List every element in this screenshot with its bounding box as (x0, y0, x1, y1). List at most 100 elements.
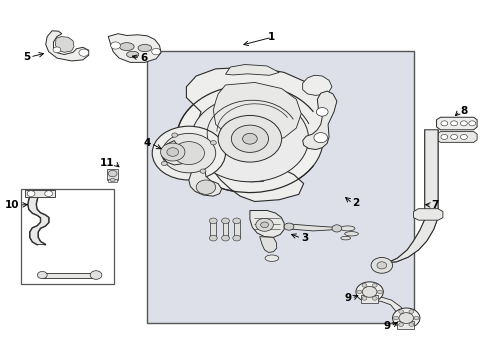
Circle shape (209, 235, 217, 241)
Circle shape (441, 121, 448, 126)
Circle shape (161, 161, 167, 166)
Circle shape (441, 134, 448, 139)
Circle shape (152, 126, 225, 180)
Text: 11: 11 (100, 158, 115, 168)
Circle shape (161, 143, 185, 161)
Circle shape (108, 170, 117, 177)
Circle shape (314, 133, 328, 143)
Text: 3: 3 (301, 233, 309, 243)
Text: 7: 7 (432, 200, 439, 210)
Ellipse shape (138, 44, 152, 51)
Polygon shape (437, 117, 477, 130)
Circle shape (409, 310, 414, 313)
Circle shape (409, 323, 414, 327)
Circle shape (233, 235, 241, 241)
Circle shape (231, 125, 269, 152)
Polygon shape (303, 91, 337, 149)
Polygon shape (28, 196, 49, 244)
Circle shape (362, 284, 367, 287)
Circle shape (362, 297, 367, 300)
Circle shape (90, 271, 102, 279)
Circle shape (45, 191, 52, 197)
Ellipse shape (120, 42, 134, 50)
Bar (108, 179, 117, 182)
Polygon shape (225, 64, 279, 75)
Circle shape (451, 121, 458, 126)
Circle shape (191, 96, 309, 182)
Circle shape (27, 191, 35, 197)
Circle shape (176, 85, 323, 193)
Polygon shape (414, 209, 443, 220)
Circle shape (256, 219, 273, 231)
Bar (25, 190, 55, 197)
Circle shape (399, 323, 404, 327)
Circle shape (200, 169, 206, 173)
Bar (42, 273, 96, 278)
Circle shape (393, 316, 398, 320)
Polygon shape (108, 34, 161, 62)
Polygon shape (250, 211, 284, 237)
Bar (361, 295, 378, 303)
Circle shape (461, 121, 467, 126)
Bar (397, 321, 414, 329)
Polygon shape (213, 82, 301, 142)
Circle shape (196, 180, 216, 194)
Circle shape (372, 284, 377, 287)
Text: 2: 2 (352, 198, 360, 208)
Ellipse shape (341, 236, 350, 240)
Circle shape (399, 310, 404, 313)
Bar (107, 169, 118, 180)
Text: 5: 5 (23, 52, 30, 62)
Circle shape (461, 134, 467, 139)
Circle shape (357, 290, 362, 294)
Polygon shape (46, 31, 89, 61)
Circle shape (372, 297, 377, 300)
Bar (147, 51, 414, 323)
Circle shape (233, 218, 241, 224)
Text: 9: 9 (344, 293, 351, 303)
Circle shape (377, 290, 382, 294)
Polygon shape (287, 224, 337, 231)
Circle shape (377, 262, 387, 269)
Circle shape (111, 42, 121, 49)
Text: 4: 4 (144, 139, 151, 148)
Circle shape (209, 218, 217, 224)
Text: 10: 10 (5, 200, 19, 210)
Text: 1: 1 (269, 32, 275, 42)
Bar (210, 221, 216, 238)
Text: 8: 8 (460, 106, 467, 116)
Polygon shape (189, 167, 221, 196)
Bar (21, 189, 114, 284)
Circle shape (356, 282, 383, 302)
Circle shape (451, 134, 458, 139)
Circle shape (221, 235, 229, 241)
Ellipse shape (265, 255, 279, 261)
Bar (222, 221, 228, 238)
Text: 6: 6 (140, 53, 147, 63)
Circle shape (243, 134, 257, 144)
Polygon shape (186, 67, 328, 202)
Circle shape (162, 134, 216, 173)
Polygon shape (303, 75, 332, 95)
Ellipse shape (344, 231, 358, 236)
Polygon shape (55, 37, 74, 52)
Circle shape (371, 257, 392, 273)
Circle shape (362, 287, 377, 297)
Circle shape (399, 313, 414, 323)
Circle shape (261, 222, 269, 228)
Polygon shape (260, 237, 277, 252)
Polygon shape (377, 130, 438, 264)
Circle shape (414, 316, 419, 320)
Circle shape (284, 223, 294, 230)
Circle shape (173, 141, 204, 165)
Circle shape (211, 140, 216, 145)
Circle shape (37, 271, 47, 279)
Circle shape (218, 116, 282, 162)
Circle shape (110, 178, 115, 182)
Circle shape (469, 121, 476, 126)
Circle shape (332, 225, 342, 232)
Ellipse shape (340, 226, 355, 231)
Circle shape (167, 148, 178, 156)
Circle shape (172, 133, 177, 137)
Circle shape (392, 308, 420, 328)
